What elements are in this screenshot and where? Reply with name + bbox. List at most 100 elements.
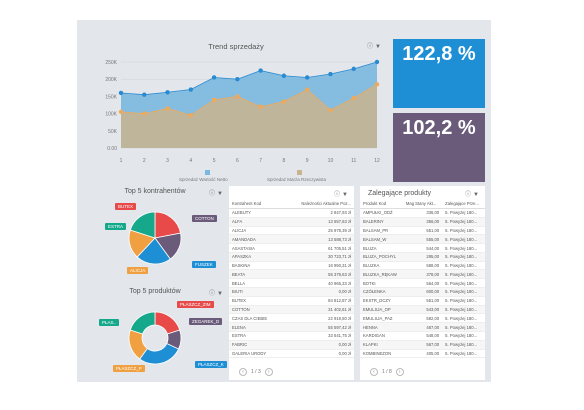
data-point[interactable] — [328, 107, 333, 113]
data-point[interactable] — [118, 109, 124, 115]
data-point[interactable] — [235, 94, 240, 99]
table-row[interactable]: CZAS DLA CIEBIE 22 919,50 zł — [229, 313, 354, 324]
table-row[interactable]: COTTON 31 402,61 zł — [229, 305, 354, 315]
data-point[interactable] — [374, 59, 380, 65]
table-row[interactable]: BIUTI 0,00 zł — [229, 287, 354, 297]
data-point[interactable] — [165, 90, 170, 95]
table-cell: 30 723,71 zł — [282, 252, 354, 262]
data-point[interactable] — [235, 77, 240, 82]
kpi-bottom-value: 102,2 % — [402, 117, 476, 139]
table-row[interactable]: BASKINA 16 950,31 zł — [229, 261, 354, 271]
data-point[interactable] — [258, 104, 263, 109]
table-row[interactable]: BALERINY 356,00 5. Powyżej 180... — [360, 217, 485, 227]
data-point[interactable] — [351, 95, 356, 101]
data-point[interactable] — [211, 75, 217, 80]
top5-kontrahentow-title: Top 5 kontrahentów — [124, 188, 186, 195]
table-row[interactable]: BALSAM_PR 551,00 5. Powyżej 180... — [360, 226, 485, 236]
table-row[interactable]: BELLA 40 965,33 zł — [229, 278, 354, 289]
table-row[interactable]: BEATA 55 379,63 zł — [229, 269, 354, 280]
data-point[interactable] — [304, 87, 310, 92]
next-page-button[interactable]: › — [395, 368, 404, 376]
y-tick-label: 250K — [105, 60, 117, 66]
series-line-1 — [120, 61, 378, 96]
filter-icon[interactable]: ▼ — [217, 291, 224, 297]
info-icon[interactable]: ⓘ — [334, 192, 342, 198]
table-row[interactable]: GALERIA URODY 0,00 zł — [229, 349, 354, 359]
table-row[interactable]: ASASTASIA 61 705,51 zł — [229, 243, 354, 253]
table-row[interactable]: ALICJA 25 978,39 zł — [229, 226, 354, 236]
prev-page-button[interactable]: ‹ — [370, 368, 378, 376]
data-point[interactable] — [304, 75, 310, 80]
column-header[interactable]: Produkt Kod — [360, 199, 403, 209]
table-cell: 5. Powyżej 180... — [442, 278, 485, 289]
filter-icon[interactable]: ▼ — [375, 44, 382, 50]
top5-kontrahentow-panel: Top 5 kontrahentów ⓘ▼ BUTEX COTTON ESTRA… — [85, 185, 225, 280]
table-cell: 16 950,31 zł — [282, 261, 354, 271]
info-icon[interactable]: ⓘ — [209, 291, 217, 297]
table-row[interactable]: CZÓŁENKA 600,00 5. Powyżej 180... — [360, 287, 485, 297]
table-row[interactable]: BLUZA_POCHYL 295,00 5. Powyżej 180... — [360, 252, 485, 262]
data-point[interactable] — [188, 113, 194, 118]
table-row[interactable]: BLUZA 544,00 5. Powyżej 180... — [360, 243, 485, 253]
data-point[interactable] — [165, 106, 170, 111]
table-row[interactable]: KOMBINEZON 405,00 5. Powyżej 180... — [360, 349, 485, 359]
column-header[interactable]: Kontrahent Kod — [229, 199, 283, 209]
data-point[interactable] — [281, 73, 287, 78]
pie-slice[interactable] — [129, 311, 156, 335]
table-row[interactable]: BALSAM_W 555,00 5. Powyżej 180... — [360, 234, 485, 245]
table-row[interactable]: ALEBUTY 2 847,93 zł — [229, 208, 354, 218]
table-row[interactable]: KARDIGAN 548,00 5. Powyżej 180... — [360, 331, 485, 341]
data-point[interactable] — [142, 111, 147, 116]
y-tick-label: 100K — [105, 112, 117, 118]
data-point[interactable] — [258, 68, 263, 73]
table-row[interactable]: AMANDADA 13 588,73 zł — [229, 234, 354, 245]
table-cell: EKSTR_DCZY — [360, 296, 403, 306]
filter-icon[interactable]: ▼ — [217, 191, 224, 197]
table-cell: 405,00 — [402, 349, 443, 359]
table-cell: BELLA — [229, 278, 283, 289]
filter-icon[interactable]: ▼ — [473, 192, 480, 198]
table-row[interactable]: FABRIC 0,00 zł — [229, 340, 354, 350]
trend-title: Trend sprzedaży — [208, 42, 264, 51]
info-icon[interactable]: ⓘ — [209, 191, 217, 197]
pie-slice[interactable] — [136, 237, 171, 265]
table-row[interactable]: BOTKI 564,00 5. Powyżej 180... — [360, 278, 485, 289]
table-row[interactable]: KLAPKI 567,00 5. Powyżej 180... — [360, 340, 485, 350]
data-point[interactable] — [188, 87, 194, 92]
table-row[interactable]: BLUZKA 588,00 5. Powyżej 180... — [360, 261, 485, 271]
table-row[interactable]: APASZKA 30 723,71 zł — [229, 252, 354, 262]
data-point[interactable] — [281, 99, 287, 104]
table-row[interactable]: ALFA 13 557,63 zł — [229, 217, 354, 227]
next-page-button[interactable]: › — [264, 368, 273, 376]
panel-tools: ⓘ▼ — [365, 41, 381, 50]
pie-slice[interactable] — [154, 311, 181, 335]
data-point[interactable] — [211, 97, 217, 103]
table-cell: CZÓŁENKA — [360, 287, 403, 297]
data-point[interactable] — [142, 92, 147, 97]
table-row[interactable]: EMULSJA_PAZ 592,00 5. Powyżej 180... — [360, 313, 485, 324]
table-row[interactable]: AMPUŁKI_ODŻ 336,00 5. Powyżej 180... — [360, 208, 485, 218]
top5-produktow-panel: Top 5 produktów ⓘ▼ PŁASZCZ_ZIM ZEGAREK_D… — [85, 285, 227, 380]
pie-slice[interactable] — [129, 211, 156, 239]
pie-slice[interactable] — [154, 211, 182, 239]
data-point[interactable] — [328, 71, 333, 77]
table-row[interactable]: ESTRA 33 541,75 zł — [229, 331, 354, 341]
info-icon[interactable]: ⓘ — [465, 192, 473, 198]
table-cell: KOMBINEZON — [360, 349, 403, 359]
data-point[interactable] — [351, 66, 356, 72]
filter-icon[interactable]: ▼ — [342, 192, 349, 198]
table-cell: BALSAM_W — [360, 234, 403, 245]
info-icon[interactable]: ⓘ — [367, 44, 375, 50]
table-row[interactable]: BLUZKA_RĘKAW 378,00 5. Powyżej 180... — [360, 269, 485, 280]
data-point[interactable] — [118, 90, 124, 96]
table-row[interactable]: HENNA 467,00 5. Powyżej 180... — [360, 322, 485, 332]
table-row[interactable]: EMULSJA_OP 543,00 5. Powyżej 180... — [360, 305, 485, 315]
column-header[interactable]: Należności Aktualne Poz... — [282, 199, 354, 209]
prev-page-button[interactable]: ‹ — [239, 368, 247, 376]
data-point[interactable] — [374, 82, 380, 87]
table-row[interactable]: BUTEX 84 812,87 zł — [229, 296, 354, 306]
column-header[interactable]: Mag Stany Akt... — [402, 199, 443, 209]
table-row[interactable]: EKSTR_DCZY 551,00 5. Powyżej 180... — [360, 296, 485, 306]
column-header[interactable]: Zalegające Prze... — [442, 199, 485, 209]
table-row[interactable]: ELENA 55 597,42 zł — [229, 322, 354, 332]
